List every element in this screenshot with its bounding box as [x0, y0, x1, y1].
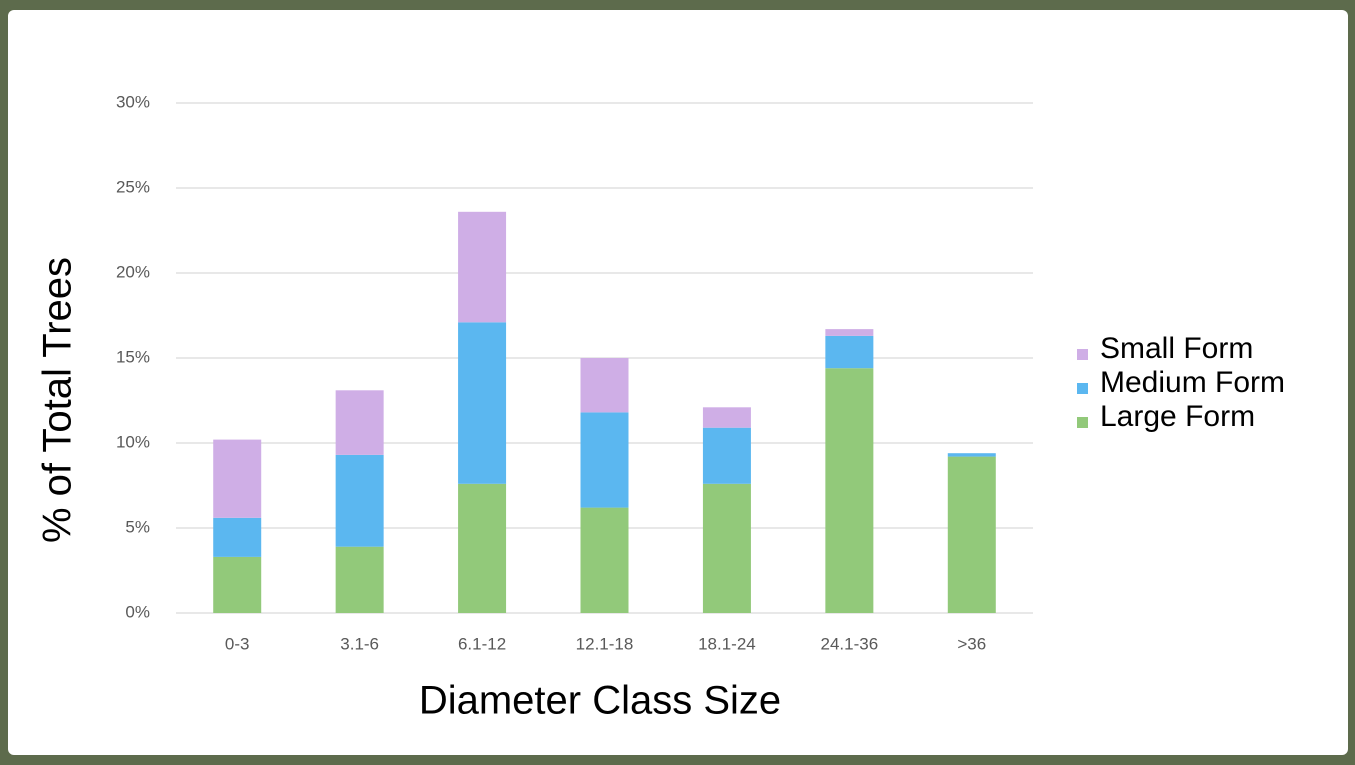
x-tick-label: 3.1-6	[340, 634, 379, 653]
bar-segment	[458, 483, 507, 613]
x-tick-label: 24.1-36	[821, 634, 879, 653]
bar-segment	[825, 368, 874, 613]
bar-segment	[702, 483, 751, 613]
legend-swatch	[1077, 417, 1088, 428]
y-tick-label: 15%	[116, 347, 150, 366]
legend-swatch	[1077, 349, 1088, 360]
y-tick-label: 10%	[116, 432, 150, 451]
bar-segment	[213, 556, 262, 613]
y-tick-label: 25%	[116, 177, 150, 196]
bar-segment	[458, 211, 507, 323]
x-tick-label: 12.1-18	[576, 634, 634, 653]
bar-segment	[458, 322, 507, 484]
bar-segment	[702, 407, 751, 428]
bar-segment	[825, 329, 874, 336]
legend-label: Medium Form	[1100, 366, 1285, 399]
x-tick-label: 18.1-24	[698, 634, 756, 653]
x-tick-label: >36	[957, 634, 986, 653]
bar-segment	[825, 335, 874, 369]
y-axis-title: % of Total Trees	[36, 257, 80, 543]
bar-segment	[335, 454, 384, 547]
bar-segment	[335, 390, 384, 455]
x-axis-title: Diameter Class Size	[419, 679, 781, 723]
y-tick-label: 20%	[116, 262, 150, 281]
legend-swatch	[1077, 383, 1088, 394]
legend-label: Large Form	[1100, 400, 1255, 433]
y-tick-label: 5%	[125, 517, 150, 536]
bar-segment	[335, 546, 384, 613]
y-tick-label: 30%	[116, 92, 150, 111]
bar-segment	[947, 456, 996, 613]
bar-segment	[702, 427, 751, 484]
x-tick-label: 6.1-12	[458, 634, 506, 653]
bar-segment	[213, 517, 262, 557]
bar-segment	[947, 453, 996, 457]
bar-segment	[213, 439, 262, 518]
bar-segment	[580, 358, 629, 413]
bar-segment	[580, 507, 629, 613]
legend-label: Small Form	[1100, 332, 1253, 365]
y-tick-label: 0%	[125, 602, 150, 621]
x-tick-label: 0-3	[225, 634, 250, 653]
bar-segment	[580, 412, 629, 508]
